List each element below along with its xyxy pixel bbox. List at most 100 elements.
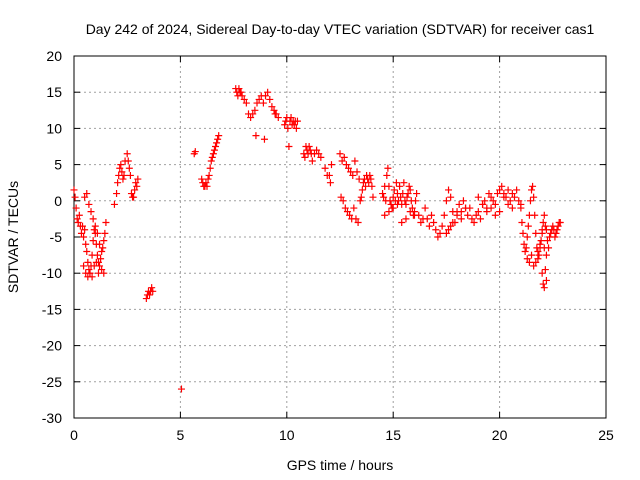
data-point xyxy=(540,244,548,252)
y-axis-label: SDTVAR / TECUs xyxy=(5,181,21,293)
data-point xyxy=(387,200,395,208)
data-point xyxy=(215,132,223,140)
data-point xyxy=(124,157,132,165)
data-point xyxy=(134,175,142,183)
data-point xyxy=(362,182,370,190)
data-point xyxy=(515,197,523,205)
data-point xyxy=(425,222,433,230)
data-point xyxy=(554,222,562,230)
data-point xyxy=(90,226,98,234)
data-point xyxy=(406,208,414,216)
data-point xyxy=(88,273,96,281)
data-point xyxy=(513,186,521,194)
data-point xyxy=(383,171,391,179)
data-points xyxy=(70,85,564,393)
data-point xyxy=(366,171,374,179)
data-point xyxy=(351,157,359,165)
data-point xyxy=(338,157,346,165)
y-tick-label: -25 xyxy=(42,374,62,390)
data-point xyxy=(203,182,211,190)
data-point xyxy=(438,222,446,230)
data-point xyxy=(148,284,156,292)
data-point xyxy=(474,193,482,201)
data-point xyxy=(529,182,537,190)
data-point xyxy=(123,150,131,158)
data-point xyxy=(287,114,295,122)
y-tick-label: -20 xyxy=(42,338,62,354)
data-point xyxy=(146,291,154,299)
chart-title: Day 242 of 2024, Sidereal Day-to-day VTE… xyxy=(86,21,595,37)
data-point xyxy=(520,240,528,248)
data-point xyxy=(117,161,125,169)
data-point xyxy=(127,190,135,198)
data-point xyxy=(89,215,97,223)
data-point xyxy=(97,255,105,263)
data-point xyxy=(84,258,92,266)
data-point xyxy=(191,148,199,156)
data-point xyxy=(77,229,85,237)
data-point xyxy=(327,161,335,169)
data-point xyxy=(102,219,110,227)
data-point xyxy=(116,164,124,172)
data-point xyxy=(415,211,423,219)
data-point xyxy=(205,171,213,179)
data-point xyxy=(252,132,260,140)
data-point xyxy=(470,219,478,227)
data-point xyxy=(177,385,185,393)
data-point xyxy=(500,193,508,201)
y-tick-label: 0 xyxy=(54,193,62,209)
data-point xyxy=(93,251,101,259)
data-point xyxy=(434,233,442,241)
data-point xyxy=(83,247,91,255)
data-point xyxy=(406,186,414,194)
data-point xyxy=(449,219,457,227)
data-point xyxy=(538,226,546,234)
data-point xyxy=(528,251,536,259)
data-point xyxy=(447,193,455,201)
data-point xyxy=(94,269,102,277)
data-point xyxy=(526,197,534,205)
data-point xyxy=(508,204,516,212)
data-point xyxy=(551,233,559,241)
data-point xyxy=(385,208,393,216)
data-point xyxy=(491,200,499,208)
data-point xyxy=(274,114,282,122)
data-point xyxy=(392,179,400,187)
data-point xyxy=(552,229,560,237)
data-point xyxy=(238,92,246,100)
data-point xyxy=(81,226,89,234)
data-point xyxy=(487,204,495,212)
data-point xyxy=(524,222,532,230)
y-tick-label: 10 xyxy=(46,120,62,136)
y-tick-label: 15 xyxy=(46,84,62,100)
data-point xyxy=(71,193,79,201)
data-point xyxy=(485,190,493,198)
data-point xyxy=(290,121,298,129)
data-point xyxy=(113,190,121,198)
data-point xyxy=(212,143,220,150)
tick-layer: 0 5 10 15 20 25 -30 -25 -20 -15 -10 -5 0 5 10 15 20 xyxy=(42,48,614,443)
data-point xyxy=(476,215,484,223)
data-point xyxy=(402,215,410,223)
data-point xyxy=(339,197,347,205)
data-point xyxy=(343,208,351,216)
data-point xyxy=(268,103,276,111)
data-point xyxy=(86,269,94,277)
data-point xyxy=(534,247,542,255)
data-point xyxy=(249,110,257,118)
data-point xyxy=(367,175,375,183)
data-point xyxy=(92,258,100,266)
data-point xyxy=(130,193,138,201)
data-point xyxy=(523,233,531,241)
data-point xyxy=(347,168,355,176)
x-tick-label: 5 xyxy=(177,427,185,443)
data-point xyxy=(402,200,410,208)
data-point xyxy=(532,258,540,266)
data-point xyxy=(326,179,334,187)
data-point xyxy=(408,204,416,212)
data-point xyxy=(315,150,323,158)
data-point xyxy=(345,164,353,172)
data-point xyxy=(242,99,250,107)
data-point xyxy=(70,186,78,194)
